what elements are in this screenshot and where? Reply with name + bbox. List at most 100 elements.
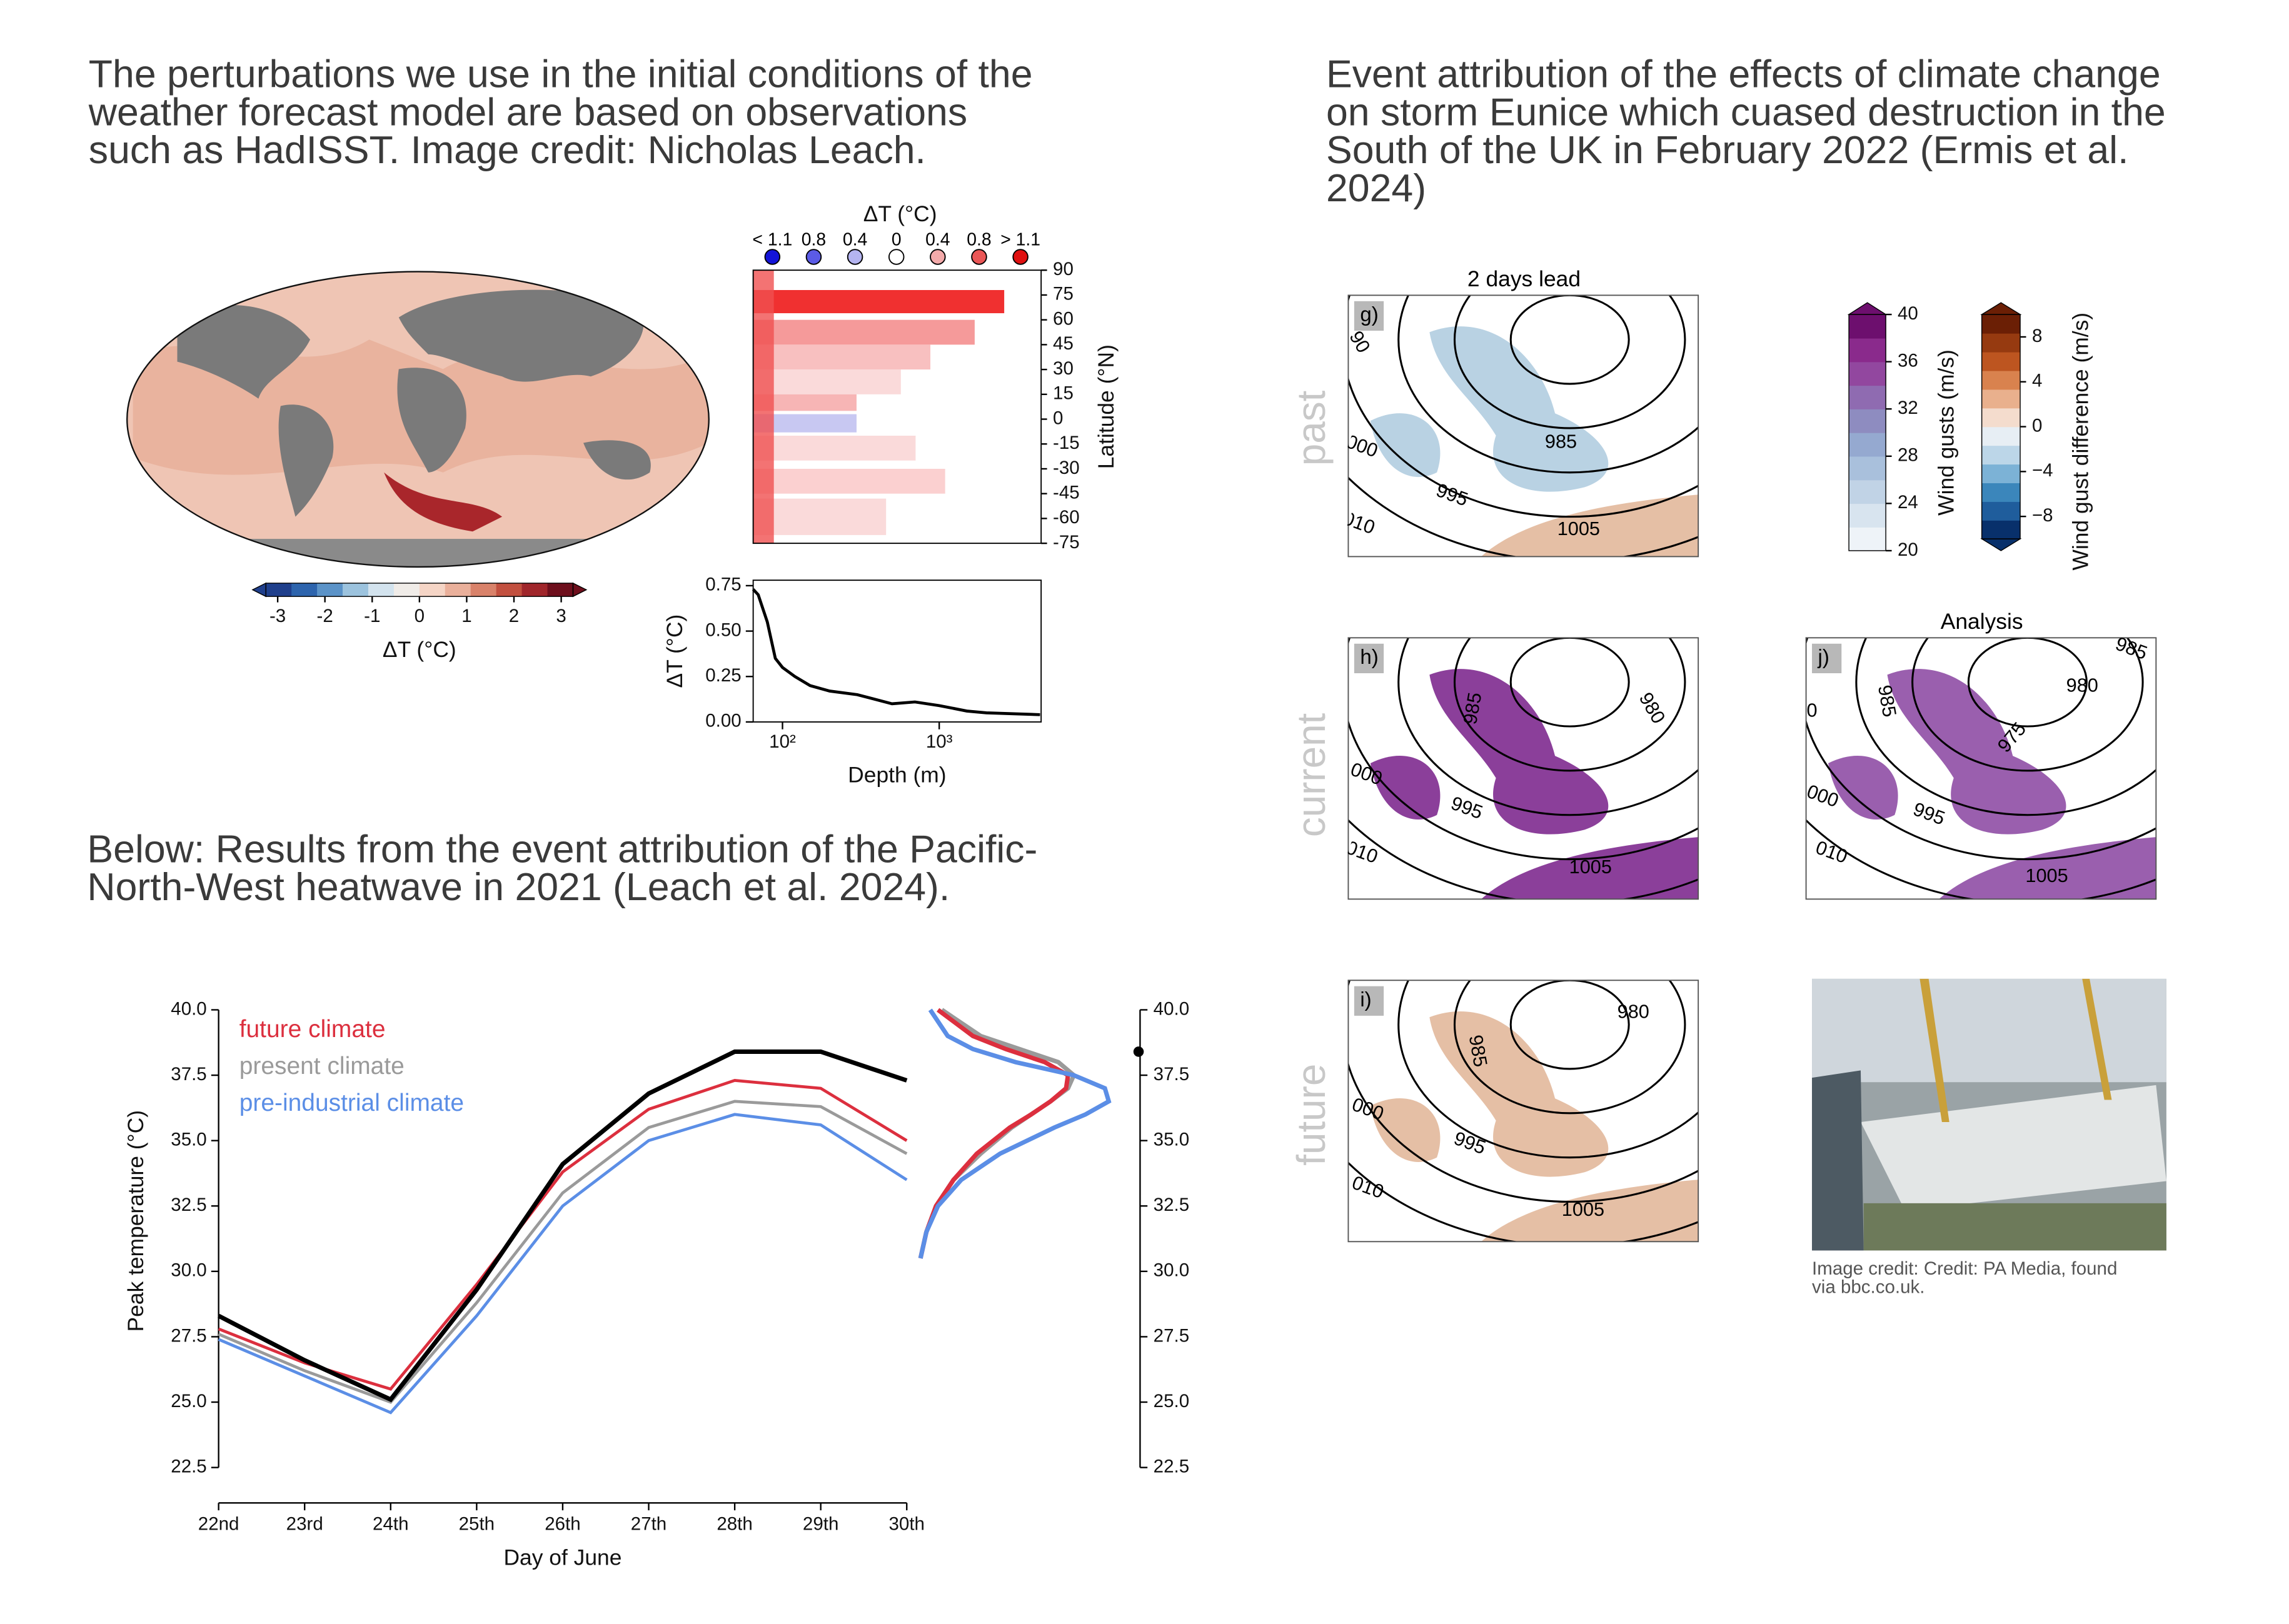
isobar [1454,638,1686,772]
contour-label: 1005 [1557,518,1600,539]
colorbar-cell [343,583,369,597]
colorbar-tick-label: 20 [1898,539,1918,560]
y-tick-label: 32.5 [1154,1195,1189,1215]
y-tick-label: 25.0 [1154,1391,1189,1411]
y-tick-label: -30 [1053,458,1080,478]
y-tick-label: 75 [1053,284,1074,304]
y-axis-label: ΔT (°C) [662,614,687,688]
colorbar-tick-label: 32 [1898,398,1918,418]
colorbar-cell [317,583,343,597]
observed-marker [1133,1046,1144,1057]
colorbar-cell [1981,314,2021,334]
y-tick-label: 25.0 [171,1391,206,1411]
colorbar-cell [368,583,395,597]
profile-edge [753,270,774,544]
y-tick-label: 37.5 [1154,1064,1189,1085]
colorbar-frame [1848,314,1886,551]
colorbar-cell [445,583,471,597]
colorbar-tick-label: -3 [269,606,286,626]
colorbar-tick-label: −8 [2032,505,2053,526]
colorbar-cell [1981,408,2021,428]
colorbar-cell [1981,351,2021,371]
y-tick-label: 15 [1053,383,1074,404]
y-tick-label: 35.0 [1154,1129,1189,1150]
colorbar-tick-label: -2 [317,606,333,626]
isobar [1348,638,1699,861]
legend-label: 0.4 [843,229,867,249]
colorbar-label: ΔT (°C) [383,637,456,662]
heading-line: weather forecast model are based on obse… [88,90,967,134]
colorbar-cell [1981,483,2021,502]
y-tick-label: 30 [1053,358,1074,379]
line [218,1049,908,1403]
colorbar-cell [1849,456,1886,481]
isobar [1397,295,1699,474]
legend-label: present climate [239,1053,405,1080]
y-tick-label: 40.0 [1154,998,1189,1019]
photo [1812,978,2166,1251]
colorbar-cell [266,583,292,597]
storm-panel [1806,638,2156,900]
legend-label: 0.8 [802,229,826,249]
contour-label: 980 [2066,674,2098,696]
image-credit: via bbc.co.uk. [1812,1276,1924,1297]
profile-shading [753,319,975,345]
legend-label: > 1.1 [1000,229,1040,249]
contour-label: 985 [1874,683,1901,719]
y-tick-label: 32.5 [171,1195,206,1215]
y-tick-label: 0.75 [705,574,741,595]
panel-frame [1805,637,2157,900]
colorbar-cell [1849,479,1886,504]
colorbar-tick-label: 0 [415,606,425,626]
legend-marker [971,249,987,265]
legend-label: < 1.1 [752,229,792,249]
land [1370,1098,1441,1162]
y-tick-label: 40.0 [171,998,206,1019]
colorbar-tick-label: 1 [461,606,471,626]
line [752,588,1040,716]
row-label: current [1289,713,1334,837]
panel-title: 2 days lead [1467,266,1581,291]
y-tick-label: -15 [1053,433,1080,453]
legend-marker [1012,249,1029,265]
contour-label: 1005 [1569,856,1612,878]
legend-label: 0.4 [925,229,950,249]
row-label: future [1289,1064,1334,1166]
x-tick-label: 29th [803,1514,838,1535]
colorbar-cell [1981,520,2021,539]
panel-title: Analysis [1941,609,2023,634]
y-tick-label: 0.25 [705,665,741,686]
x-tick-label: 25th [459,1514,495,1535]
panel-label-bg [1354,643,1384,673]
legend-marker [805,249,822,265]
y-tick-label: 37.5 [171,1064,206,1085]
profile-shading [753,344,931,370]
panel-label-bg [1354,986,1384,1016]
land [1481,1180,1699,1242]
y-tick-label: 27.5 [171,1325,206,1346]
isobar [1454,980,1686,1115]
land [1828,756,1898,820]
land [1887,669,2066,835]
panel-frame [1347,294,1699,558]
colorbar-tick-label: 36 [1898,350,1918,371]
x-tick-label: 26th [545,1514,580,1535]
colorbar-tick-label: 3 [556,606,566,626]
legend-marker [764,249,781,265]
heading-line: Event attribution of the effects of clim… [1326,52,2161,96]
colorbar-tick-label: 24 [1898,492,1918,513]
colorbar-extend [1980,302,2022,315]
contour-label: 985 [1459,691,1486,726]
contour-label: 0 [1807,699,1818,721]
colorbar-cell [1849,361,1886,386]
land [1481,494,1699,557]
y-tick-label: 60 [1053,308,1074,329]
colorbar-tick-label: 4 [2032,371,2042,391]
colorbar-cell [1849,338,1886,363]
colorbar-tick-label: −4 [2032,460,2053,481]
isobar [1806,638,2156,861]
x-tick-label: 24th [373,1514,408,1535]
world-map [127,271,709,567]
y-axis-label: Latitude (°N) [1094,344,1119,469]
